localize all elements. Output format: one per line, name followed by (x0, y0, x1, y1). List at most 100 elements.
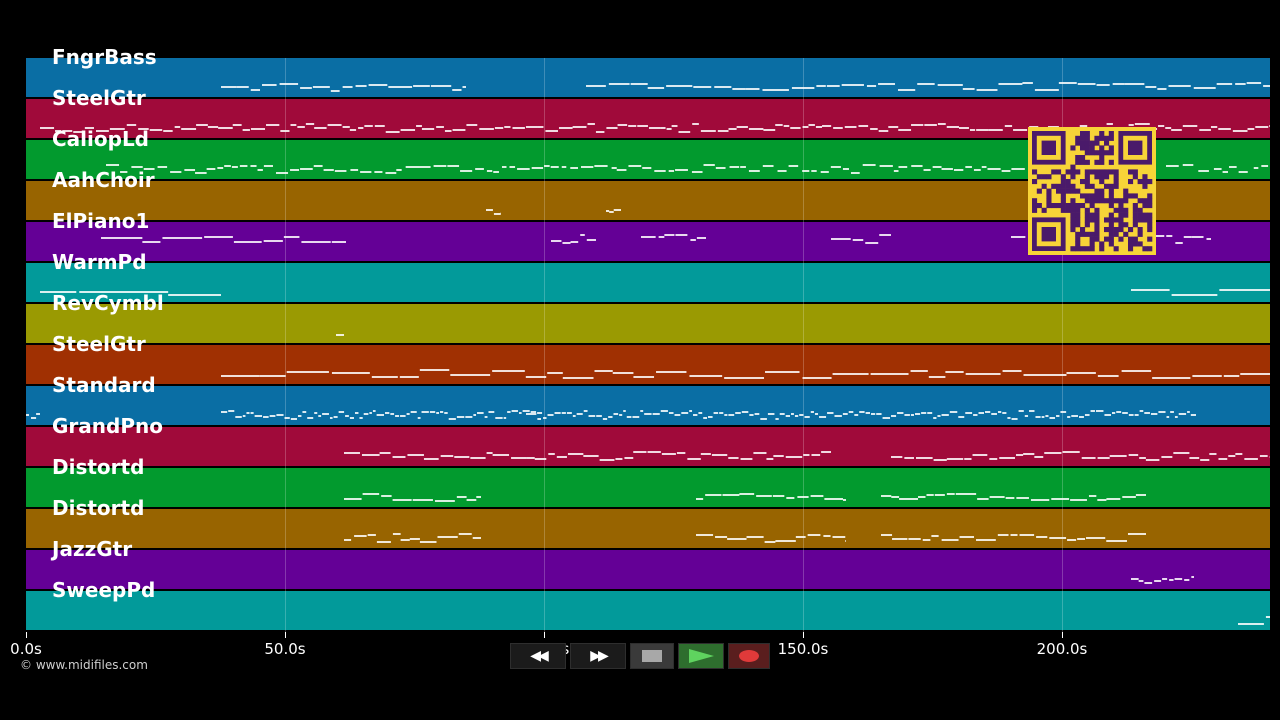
note (911, 165, 923, 167)
qr-module (1094, 174, 1100, 180)
note (1104, 414, 1111, 416)
note (760, 418, 767, 420)
track-lane (26, 468, 1270, 508)
note (1131, 578, 1139, 580)
note (1128, 124, 1134, 126)
note (972, 454, 988, 456)
note (819, 416, 827, 418)
note (613, 209, 621, 211)
track-label: FngrBass (52, 45, 157, 69)
track-lane (26, 591, 1270, 631)
note (775, 124, 783, 126)
note (1079, 125, 1088, 127)
note (36, 413, 40, 415)
note (1134, 123, 1150, 125)
qr-module (1075, 236, 1081, 242)
note (1206, 238, 1211, 240)
note (928, 376, 946, 378)
note (609, 211, 614, 213)
note (525, 126, 538, 128)
rewind-button[interactable]: ◀◀ (510, 643, 566, 669)
note (926, 494, 934, 496)
note (1223, 375, 1240, 377)
note (899, 498, 919, 500)
note (964, 458, 972, 460)
record-button[interactable] (728, 643, 770, 669)
qr-module (1084, 222, 1090, 228)
qr-module (1108, 150, 1114, 156)
note (465, 416, 473, 418)
note (1007, 417, 1011, 419)
qr-module (1084, 246, 1090, 252)
qr-module (1113, 217, 1119, 223)
note (740, 166, 746, 168)
fast-forward-icon: ▶▶ (590, 648, 608, 664)
qr-module (1108, 183, 1114, 189)
qr-module (1118, 236, 1124, 242)
note (181, 128, 197, 130)
note (354, 535, 367, 537)
note (331, 241, 346, 243)
note (322, 413, 329, 415)
tick-label: 0.0s (10, 640, 42, 658)
note (290, 124, 297, 126)
note (477, 412, 484, 414)
note (1238, 171, 1248, 173)
note (644, 413, 652, 415)
play-button[interactable] (678, 643, 724, 669)
note (329, 417, 333, 419)
qr-module (1084, 198, 1090, 204)
note (73, 131, 83, 133)
note (495, 417, 503, 419)
note (765, 371, 800, 373)
note (447, 165, 460, 167)
note (55, 130, 62, 132)
note (915, 413, 921, 415)
qr-module (1104, 174, 1110, 180)
qr-module (1094, 236, 1100, 242)
note (739, 493, 755, 495)
note (749, 414, 754, 416)
note (745, 88, 760, 90)
note (1158, 125, 1165, 127)
qr-finder-eye (1041, 227, 1056, 242)
note (358, 127, 364, 129)
note (1193, 87, 1216, 89)
qr-module (1147, 246, 1153, 252)
note (570, 167, 578, 169)
note (917, 83, 935, 85)
qr-module (1142, 217, 1148, 223)
note (572, 415, 576, 417)
note (566, 412, 572, 414)
note (330, 90, 340, 92)
note (174, 126, 181, 128)
note (231, 166, 238, 168)
note (392, 499, 412, 501)
note-layer (26, 82, 1270, 625)
note (149, 129, 163, 131)
note (221, 86, 237, 88)
qr-module (1056, 188, 1062, 194)
note (233, 241, 262, 243)
qr-module (1123, 212, 1129, 218)
qr-module (1118, 212, 1124, 218)
note (400, 415, 406, 417)
note (396, 169, 402, 171)
note (981, 166, 987, 168)
qr-module (1089, 203, 1095, 209)
note (1128, 454, 1139, 456)
stop-button[interactable] (630, 643, 674, 669)
note (254, 415, 263, 417)
qr-module (1056, 169, 1062, 175)
qr-module (1089, 246, 1095, 252)
note (788, 165, 799, 167)
note (452, 89, 462, 91)
note (946, 126, 959, 128)
note (854, 414, 859, 416)
note (773, 455, 784, 457)
fast-forward-button[interactable]: ▶▶ (570, 643, 626, 669)
note (1200, 459, 1210, 461)
note (910, 370, 928, 372)
note (1001, 170, 1011, 172)
note (1182, 125, 1198, 127)
